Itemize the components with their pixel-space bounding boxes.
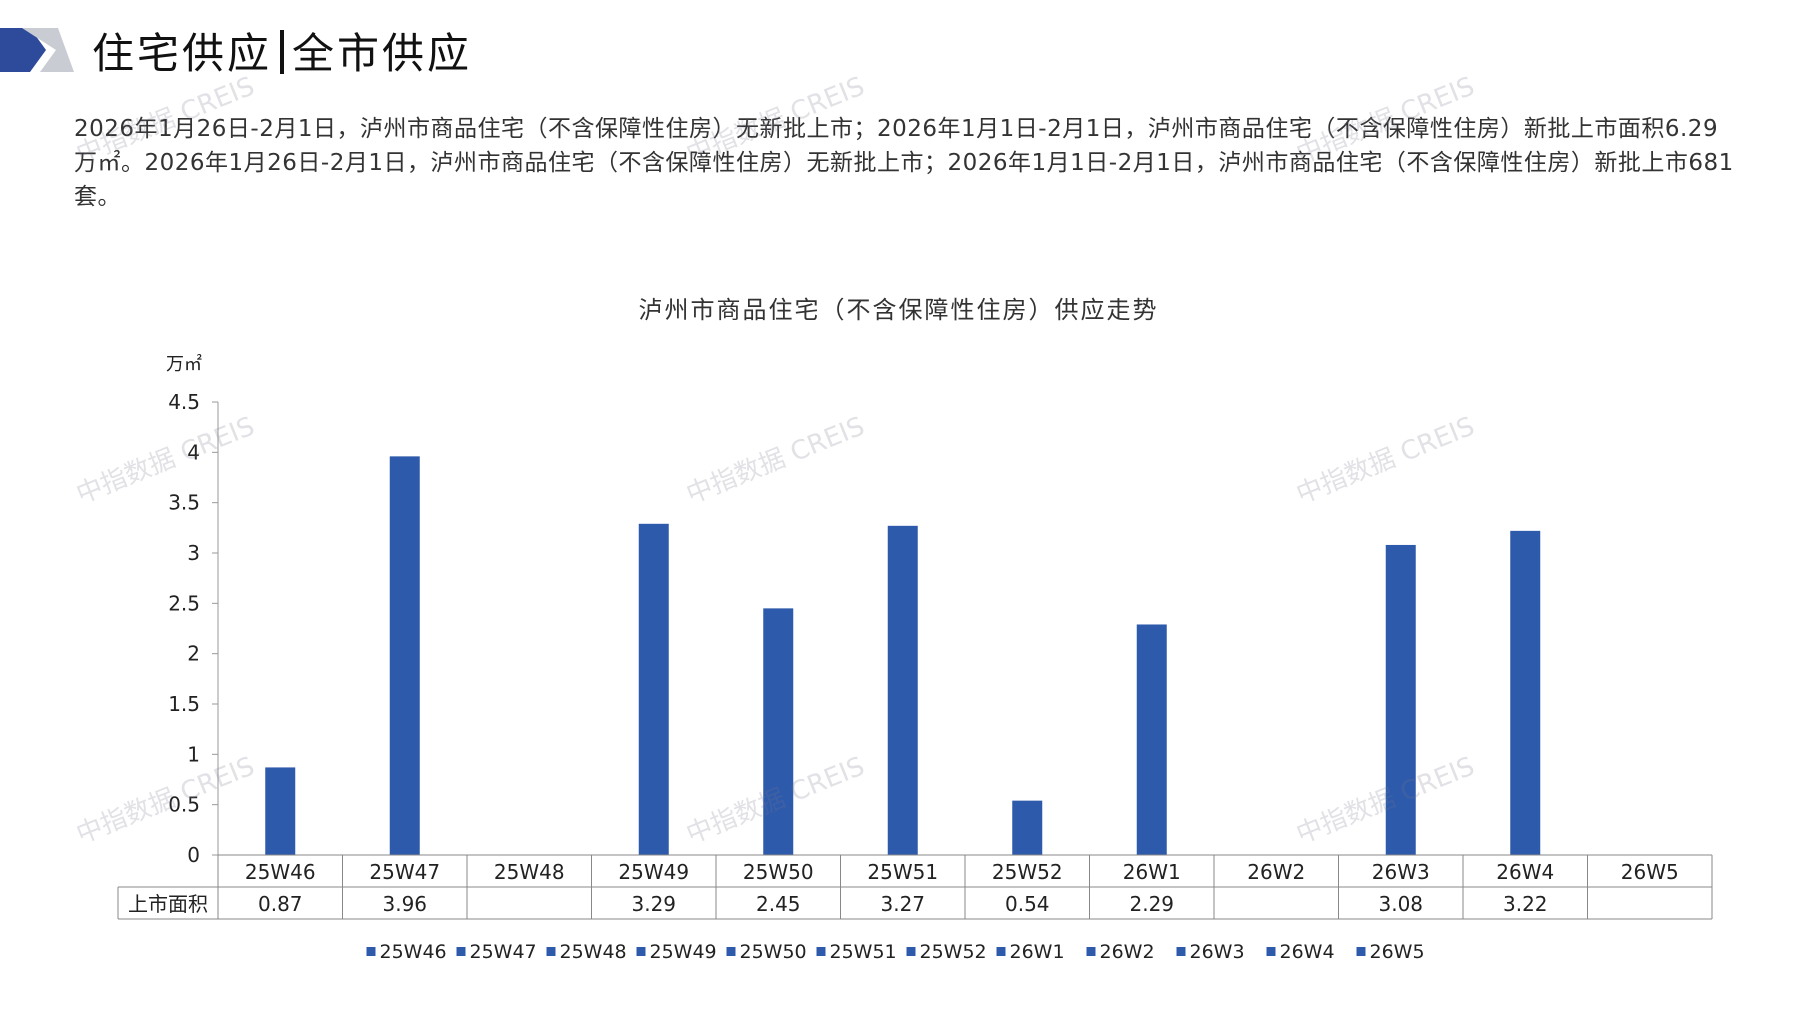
- bar-25W50: [763, 608, 794, 855]
- y-tick-label: 3.5: [168, 491, 200, 515]
- chart-title: 泸州市商品住宅（不含保障性住房）供应走势: [638, 296, 1159, 324]
- legend-label: 26W2: [1100, 941, 1155, 963]
- x-tick-label: 25W52: [992, 860, 1063, 884]
- legend-label: 25W47: [470, 941, 537, 963]
- legend-label: 26W4: [1280, 941, 1335, 963]
- x-tick-label: 26W3: [1372, 860, 1430, 884]
- legend-swatch: [366, 947, 376, 956]
- x-tick-label: 25W51: [867, 860, 938, 884]
- legend-swatch: [996, 947, 1006, 956]
- legend-label: 26W5: [1370, 941, 1425, 963]
- page-title-sub: 全市供应: [292, 29, 473, 78]
- data-label: 3.08: [1378, 892, 1423, 916]
- bar-26W4: [1510, 530, 1541, 855]
- y-tick-label: 1: [187, 742, 200, 766]
- y-tick-label: 0.5: [168, 793, 200, 817]
- data-label: 3.22: [1503, 892, 1548, 916]
- legend-swatch: [1086, 947, 1096, 956]
- legend-swatch: [1356, 947, 1366, 956]
- y-axis-label: 万㎡: [166, 353, 202, 375]
- x-tick-label: 25W48: [494, 860, 565, 884]
- x-tick-label: 26W2: [1247, 860, 1305, 884]
- y-tick-label: 0: [187, 843, 200, 867]
- legend-label: 25W50: [740, 941, 807, 963]
- legend-swatch: [906, 947, 916, 956]
- bar-25W51: [887, 525, 918, 855]
- data-label: 3.27: [880, 892, 925, 916]
- x-tick-label: 25W46: [245, 860, 316, 884]
- legend-swatch: [816, 947, 826, 956]
- legend-label: 26W1: [1010, 941, 1065, 963]
- legend-swatch: [456, 947, 466, 956]
- legend-label: 26W3: [1190, 941, 1245, 963]
- data-label: 0.54: [1005, 892, 1050, 916]
- x-tick-label: 25W49: [618, 860, 689, 884]
- data-label: 3.96: [382, 892, 427, 916]
- page-title-main: 住宅供应: [92, 29, 273, 78]
- bar-25W46: [265, 767, 296, 855]
- page-title: 住宅供应 全市供应: [92, 20, 472, 81]
- bar-26W3: [1385, 544, 1416, 855]
- y-tick-label: 4: [187, 440, 200, 464]
- y-tick-label: 4.5: [168, 390, 200, 414]
- data-label: 2.29: [1129, 892, 1174, 916]
- bar-25W47: [389, 456, 420, 855]
- data-label: 0.87: [258, 892, 303, 916]
- x-tick-label: 25W47: [369, 860, 440, 884]
- data-label: 2.45: [756, 892, 801, 916]
- x-tick-label: 26W5: [1621, 860, 1679, 884]
- x-tick-label: 25W50: [743, 860, 814, 884]
- legend-label: 25W51: [830, 941, 897, 963]
- bar-26W1: [1136, 624, 1167, 855]
- bar-25W49: [638, 523, 669, 855]
- summary-text: 2026年1月26日-2月1日，泸州市商品住宅（不含保障性住房）无新批上市；20…: [74, 116, 1734, 210]
- legend-label: 25W48: [560, 941, 627, 963]
- legend-swatch: [1176, 947, 1186, 956]
- bar-25W52: [1012, 800, 1043, 855]
- y-tick-label: 2.5: [168, 591, 200, 615]
- x-tick-label: 26W1: [1123, 860, 1181, 884]
- legend-swatch: [546, 947, 556, 956]
- y-tick-label: 1.5: [168, 692, 200, 716]
- x-tick-label: 26W4: [1496, 860, 1554, 884]
- data-label: 3.29: [631, 892, 676, 916]
- header-corner-graphic: [0, 28, 74, 72]
- legend-label: 25W52: [920, 941, 987, 963]
- legend-swatch: [726, 947, 736, 956]
- y-tick-label: 3: [187, 541, 200, 565]
- legend-label: 25W49: [650, 941, 717, 963]
- legend-swatch: [1266, 947, 1276, 956]
- table-series-name: 上市面积: [128, 892, 208, 916]
- legend-swatch: [636, 947, 646, 956]
- legend-label: 25W46: [380, 941, 447, 963]
- title-divider: [280, 30, 285, 74]
- y-tick-label: 2: [187, 642, 200, 666]
